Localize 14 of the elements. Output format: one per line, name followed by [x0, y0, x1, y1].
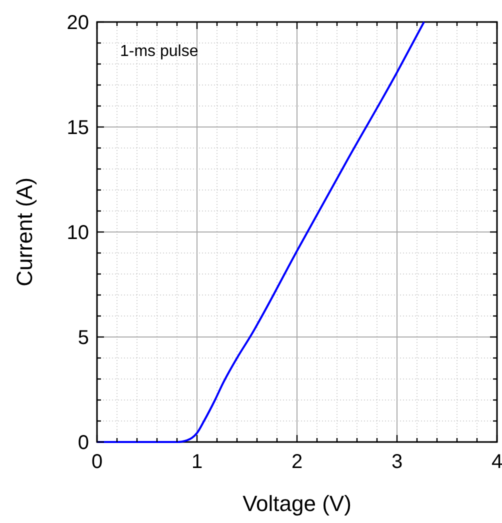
annotation: 1-ms pulse — [120, 43, 198, 60]
x-tick-label: 0 — [91, 451, 103, 473]
y-tick-label: 0 — [78, 432, 89, 454]
y-tick-label: 5 — [78, 327, 89, 349]
y-tick-label: 20 — [66, 12, 89, 34]
x-tick-label: 1 — [191, 451, 203, 473]
x-tick-label: 2 — [291, 451, 303, 473]
y-axis-title: Current (A) — [12, 178, 37, 286]
line-series — [96, 21, 425, 443]
x-axis-title: Voltage (V) — [242, 491, 352, 516]
y-tick-label: 15 — [66, 117, 89, 139]
y-tick-label: 10 — [66, 222, 89, 244]
x-tick-label: 4 — [491, 451, 502, 473]
x-tick-label: 3 — [391, 451, 403, 473]
